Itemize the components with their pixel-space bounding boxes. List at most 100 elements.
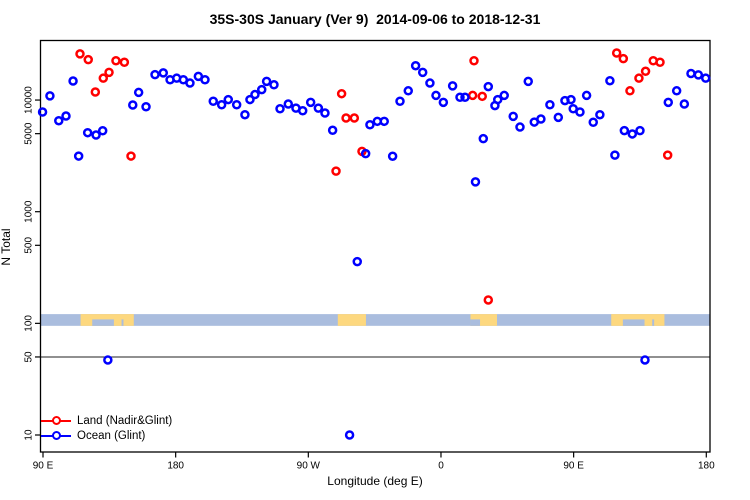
scatter-point-ocean: [536, 114, 546, 124]
scatter-point-ocean: [103, 355, 113, 365]
scatter-point-ocean: [240, 109, 250, 120]
scatter-point-land: [331, 166, 341, 176]
scatter-point-ocean: [250, 89, 260, 100]
map-band-land: [337, 314, 366, 326]
scatter-point-ocean: [515, 122, 525, 132]
scatter-point-ocean: [128, 100, 138, 110]
scatter-point-land: [83, 54, 94, 65]
x-tick-label: 0: [438, 461, 444, 472]
scatter-point-ocean: [360, 148, 371, 159]
legend-ocean-label: Ocean (Glint): [77, 429, 146, 442]
legend: Land (Nadir&Glint) Ocean (Glint): [41, 413, 172, 443]
map-band-coast-notch: [92, 319, 114, 326]
scatter-point-land: [469, 55, 479, 66]
scatter-point-land: [119, 57, 130, 68]
plot-border: [39, 39, 711, 453]
scatter-point-ocean: [37, 107, 48, 117]
scatter-point-ocean: [297, 105, 308, 116]
scatter-point-ocean: [256, 84, 267, 95]
y-tick-label: 1000: [24, 200, 35, 223]
scatter-point-land: [111, 55, 121, 66]
map-band-coast-notch: [470, 319, 481, 326]
scatter-point-ocean: [200, 74, 210, 85]
legend-item-ocean: Ocean (Glint): [41, 428, 172, 443]
y-tick-label: 100: [24, 315, 35, 332]
scatter-point-land: [98, 73, 109, 83]
scatter-point-ocean: [635, 125, 645, 136]
x-tick-label: 180: [167, 461, 184, 472]
scatter-point-ocean: [231, 99, 242, 110]
scatter-point-land: [618, 53, 629, 64]
scatter-point-ocean: [45, 91, 55, 101]
scatter-point-ocean: [431, 90, 441, 101]
y-tick-label: 500: [24, 237, 35, 254]
scatter-point-ocean: [575, 107, 585, 117]
scatter-point-ocean: [499, 90, 509, 101]
scatter-point-ocean: [344, 430, 355, 440]
legend-land-symbol: [41, 416, 71, 426]
scatter-point-ocean: [410, 60, 421, 71]
scatter-point-land: [611, 48, 622, 58]
scatter-point-land: [655, 57, 665, 68]
scatter-point-ocean: [150, 69, 160, 80]
scatter-point-ocean: [455, 92, 465, 102]
scatter-point-ocean: [693, 70, 704, 80]
x-tick-label: 90 E: [33, 461, 54, 472]
scatter-point-ocean: [269, 80, 279, 90]
scatter-point-ocean: [605, 75, 615, 86]
legend-land-circle-icon: [52, 416, 61, 425]
scatter-point-ocean: [97, 125, 108, 136]
scatter-point-ocean: [619, 125, 630, 136]
scatter-point-ocean: [470, 177, 481, 187]
scatter-point-land: [477, 91, 488, 102]
scatter-point-ocean: [553, 112, 564, 123]
scatter-point-ocean: [679, 99, 690, 109]
scatter-point-ocean: [387, 151, 398, 161]
scatter-point-ocean: [133, 87, 144, 98]
map-band-ocean: [41, 314, 710, 326]
scatter-point-ocean: [395, 96, 405, 107]
scatter-point-ocean: [663, 97, 674, 108]
scatter-point-ocean: [523, 76, 533, 87]
scatter-point-ocean: [700, 73, 711, 83]
scatter-point-ocean: [483, 81, 494, 92]
scatter-point-ocean: [320, 108, 330, 118]
scatter-point-ocean: [686, 68, 696, 79]
scatter-point-land: [640, 66, 651, 77]
scatter-point-ocean: [508, 111, 518, 122]
scatter-point-ocean: [54, 115, 64, 126]
scatter-point-ocean: [581, 90, 592, 101]
scatter-point-ocean: [82, 127, 93, 138]
scatter-point-ocean: [417, 67, 428, 78]
y-tick-label: 5000: [24, 122, 35, 145]
scatter-point-ocean: [671, 86, 682, 96]
scatter-point-land: [341, 113, 351, 123]
scatter-point-ocean: [365, 119, 375, 130]
scatter-point-ocean: [425, 78, 435, 88]
scatter-point-ocean: [158, 68, 169, 78]
scatter-point-ocean: [588, 117, 598, 127]
scatter-point-ocean: [492, 94, 503, 105]
scatter-point-ocean: [447, 81, 458, 91]
x-axis-title: Longitude (deg E): [327, 474, 423, 488]
scatter-point-ocean: [610, 150, 620, 160]
legend-item-land: Land (Nadir&Glint): [41, 413, 172, 428]
legend-ocean-symbol: [41, 431, 71, 441]
scatter-point-ocean: [216, 99, 227, 110]
scatter-point-ocean: [68, 76, 78, 86]
y-tick-label: 10000: [24, 86, 35, 114]
scatter-point-land: [126, 151, 136, 161]
scatter-point-ocean: [73, 151, 84, 161]
legend-ocean-circle-icon: [52, 431, 61, 440]
scatter-point-ocean: [627, 129, 638, 139]
y-axis-title: N Total: [0, 228, 13, 266]
scatter-point-ocean: [379, 116, 389, 127]
scatter-point-ocean: [640, 355, 650, 365]
scatter-point-ocean: [460, 92, 470, 102]
scatter-point-ocean: [275, 103, 285, 114]
scatter-point-ocean: [352, 256, 363, 267]
scatter-point-ocean: [208, 96, 218, 107]
scatter-point-land: [625, 86, 635, 96]
